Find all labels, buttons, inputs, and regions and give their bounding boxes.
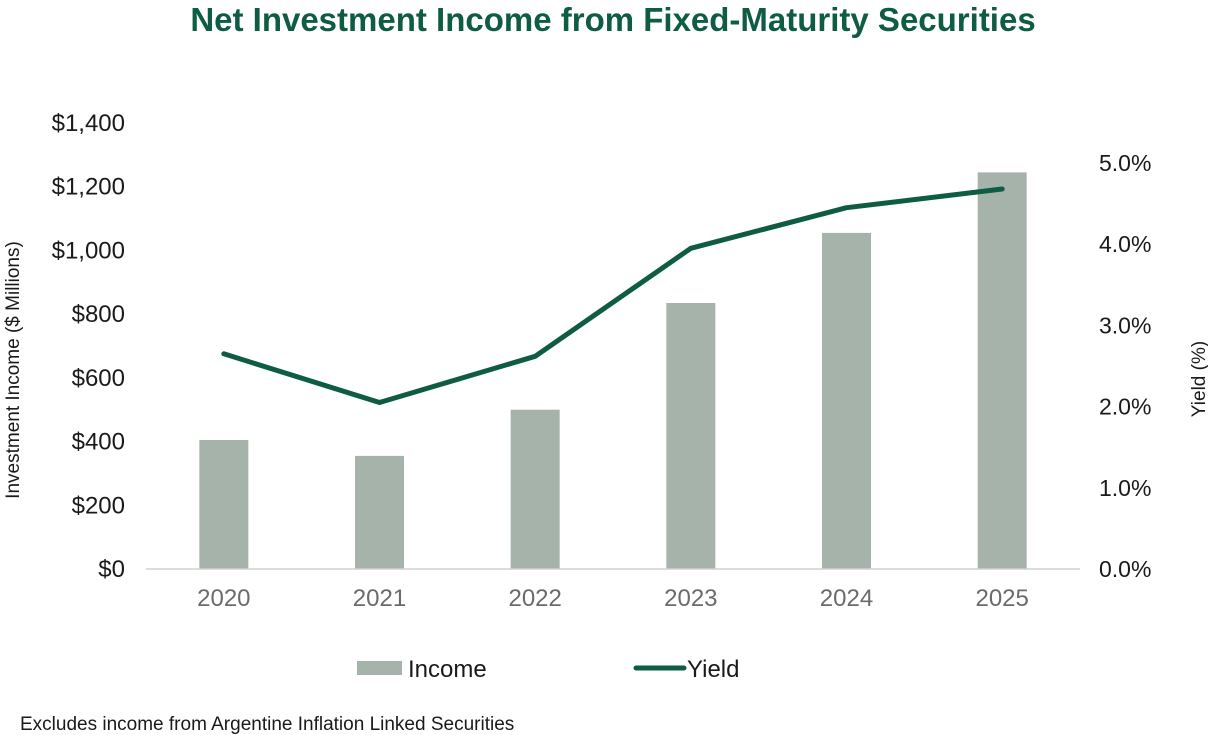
x-axis-ticks: 2020 2021 2022 2023 2024 2025 (197, 585, 1029, 612)
income-bar-2025 (977, 172, 1027, 569)
chart-title: Net Investment Income from Fixed-Maturit… (190, 1, 1035, 38)
legend: Income Yield (357, 656, 739, 683)
footnote: Excludes income from Argentine Inflation… (20, 714, 514, 735)
left-tick-label: $1,200 (52, 174, 125, 201)
right-axis-label: Yield (%) (1189, 341, 1208, 417)
legend-income-swatch (357, 661, 402, 675)
x-tick-label-2022: 2022 (508, 585, 561, 612)
x-tick-label-2020: 2020 (197, 585, 250, 612)
income-bar-2024 (822, 232, 871, 569)
left-tick-label: $600 (72, 365, 125, 392)
left-axis-label: Investment Income ($ Millions) (3, 241, 24, 499)
right-tick-label: 2.0% (1099, 394, 1151, 420)
left-axis-ticks: $0 $200 $400 $600 $800 $1,000 $1,200 $1,400 (52, 110, 125, 583)
x-tick-label-2021: 2021 (353, 585, 406, 612)
right-tick-label: 3.0% (1099, 312, 1151, 338)
income-bar-2020 (199, 439, 249, 569)
left-tick-label: $800 (72, 301, 125, 328)
income-bars (199, 172, 1027, 569)
left-tick-label: $1,400 (52, 110, 125, 137)
right-tick-label: 5.0% (1099, 150, 1151, 176)
income-bar-2021 (355, 455, 404, 569)
left-tick-label: $200 (72, 492, 125, 519)
left-tick-label: $1,000 (52, 237, 125, 264)
income-bar-2023 (666, 302, 716, 569)
right-tick-label: 0.0% (1099, 556, 1151, 582)
x-tick-label-2025: 2025 (975, 585, 1028, 612)
yield-series-line (221, 186, 1005, 405)
right-tick-label: 1.0% (1099, 475, 1151, 501)
left-tick-label: $400 (72, 429, 125, 456)
x-tick-label-2023: 2023 (664, 585, 717, 612)
right-tick-label: 4.0% (1099, 231, 1151, 257)
income-bar-2022 (510, 409, 560, 569)
right-axis-ticks: 0.0% 1.0% 2.0% 3.0% 4.0% 5.0% (1099, 150, 1151, 582)
x-tick-label-2024: 2024 (820, 585, 873, 612)
yield-line (221, 186, 1005, 405)
legend-income-label: Income (408, 656, 487, 683)
left-tick-label: $0 (98, 556, 125, 583)
legend-yield-label: Yield (687, 656, 739, 683)
